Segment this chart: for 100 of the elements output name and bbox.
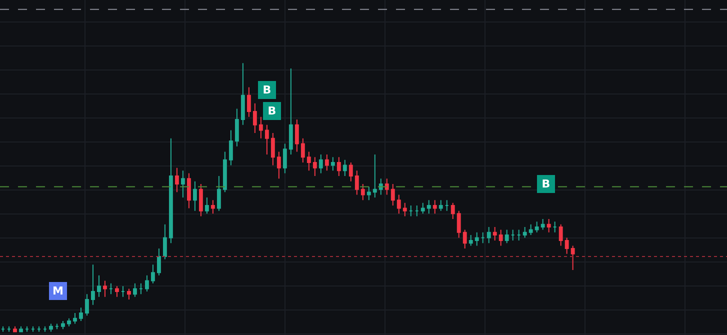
candlestick <box>13 326 17 332</box>
candlestick <box>138 282 143 295</box>
candlestick <box>450 202 455 220</box>
candlestick <box>318 154 323 174</box>
candlestick <box>384 178 389 196</box>
candlestick <box>276 151 281 180</box>
candlestick <box>324 154 329 172</box>
candlestick <box>414 205 419 217</box>
candlestick <box>366 186 371 201</box>
candlestick <box>180 170 185 198</box>
candlestick <box>558 224 563 246</box>
candlestick <box>162 224 167 260</box>
candlestick <box>444 200 449 212</box>
candlestick <box>43 326 47 332</box>
candlestick <box>222 151 227 193</box>
candlestick <box>492 226 497 241</box>
candlestick <box>420 202 425 214</box>
candlestick <box>234 108 239 147</box>
candlestick <box>564 237 569 254</box>
candlestick <box>174 167 179 193</box>
candlestick <box>85 294 89 316</box>
candlestick <box>396 194 401 214</box>
candlestick <box>354 170 359 196</box>
candlestick <box>270 132 275 166</box>
candlestick <box>37 326 41 332</box>
annotation: B <box>262 84 272 96</box>
candlestick <box>348 162 353 182</box>
candlestick <box>522 226 527 238</box>
candlestick <box>408 205 413 217</box>
candlestick <box>474 232 479 246</box>
candlestick <box>330 156 335 172</box>
candlestick <box>516 229 521 241</box>
annotation: B <box>542 178 550 190</box>
candlestick <box>342 159 347 176</box>
candlestick <box>360 184 365 201</box>
candlestick <box>192 180 197 212</box>
candlestick <box>126 288 131 300</box>
candlestick <box>115 286 119 298</box>
candlestick <box>258 116 263 139</box>
candlestick <box>109 282 113 295</box>
candlestick <box>91 264 95 306</box>
candlestick <box>294 119 299 152</box>
candlestick <box>216 175 221 212</box>
candlestick <box>31 326 35 332</box>
candlestick <box>372 154 377 198</box>
annotation: M <box>52 284 64 298</box>
candlestick <box>103 280 107 298</box>
candlestick <box>480 232 485 244</box>
candlestick <box>73 312 77 324</box>
candlestick <box>312 156 317 176</box>
candlestick <box>55 323 59 330</box>
candlestick <box>462 229 467 249</box>
candlestick <box>300 138 305 164</box>
candlestick <box>246 86 251 118</box>
candlestick <box>150 264 155 284</box>
candlestick <box>210 200 215 214</box>
candlestick <box>390 184 395 206</box>
candlestick <box>570 245 575 270</box>
candlestick <box>426 200 431 214</box>
candlestick <box>504 229 509 244</box>
candlestick <box>288 68 293 155</box>
candlestick <box>25 326 29 332</box>
candlestick <box>198 184 203 217</box>
candlestick <box>132 282 137 298</box>
candlestick <box>468 234 473 246</box>
candlestick <box>306 151 311 172</box>
candlestick <box>552 221 557 233</box>
candlestick <box>7 326 11 332</box>
candlestick <box>204 196 209 214</box>
candlestick <box>336 156 341 176</box>
candlestick <box>240 62 245 126</box>
candlestick <box>534 221 539 233</box>
candlestick <box>67 318 71 327</box>
candlestick <box>19 326 23 332</box>
candlestick <box>156 248 161 276</box>
candlestick <box>121 286 125 298</box>
candlestick <box>378 178 383 196</box>
candlestick <box>168 138 173 244</box>
candlestick <box>252 102 257 134</box>
candlestick <box>438 200 443 212</box>
candlestick <box>456 210 461 238</box>
candlestick <box>498 229 503 246</box>
candlestick <box>49 323 53 332</box>
candlestick <box>486 226 491 244</box>
candlestick <box>1 326 5 332</box>
candlestick <box>79 307 83 322</box>
candlestick <box>432 200 437 214</box>
candlestick <box>510 229 515 241</box>
candlestick <box>528 224 533 236</box>
candlestick <box>144 274 149 292</box>
candlestick <box>186 172 191 209</box>
candlestick <box>402 202 407 217</box>
candlestick <box>264 124 269 155</box>
candlestick <box>282 143 287 174</box>
annotation: B <box>268 104 276 118</box>
candlestick <box>546 218 551 233</box>
candlestick <box>61 320 65 330</box>
candlestick <box>228 130 233 166</box>
candlestick <box>540 218 545 230</box>
candlestick <box>97 274 101 298</box>
